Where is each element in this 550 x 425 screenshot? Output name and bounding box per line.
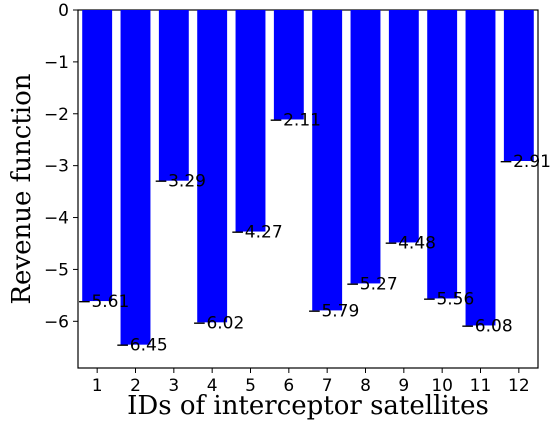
bar-12 [503,10,534,161]
data-label-6: −2.11 [269,110,321,130]
x-tick-label: 8 [360,376,371,396]
data-label-11: −6.08 [461,316,513,336]
x-tick-label: 7 [322,376,333,396]
x-tick-label: 5 [245,376,256,396]
bar-4 [197,10,228,323]
y-tick-label: −4 [44,209,69,229]
data-labels-group: −5.61 −6.45 −3.29 −6.02 −4.27 −2.11 −5.79 −5.27… [77,110,550,355]
x-tick-label: 12 [508,376,530,396]
y-tick-label: −1 [44,53,69,73]
bar-8 [350,10,381,284]
bar-3 [158,10,189,181]
data-label-7: −5.79 [307,301,359,321]
data-label-3: −3.29 [154,172,206,192]
x-tick-label: 1 [92,376,103,396]
bar-5 [235,10,266,232]
x-tick-label: 6 [283,376,294,396]
x-tick-label: 10 [431,376,453,396]
y-tick-label: −5 [44,260,69,280]
plot-area [77,9,539,369]
data-label-8: −5.27 [346,274,398,294]
bars-group [82,10,534,345]
y-axis-title: Revenue function [7,73,37,304]
bar-6 [273,10,304,120]
x-tick-label: 9 [398,376,409,396]
x-tick-label: 11 [470,376,492,396]
bar-2 [120,10,151,345]
data-label-9: −4.48 [384,233,436,253]
data-label-1: −5.61 [77,292,129,312]
bar-10 [427,10,458,299]
data-label-10: −5.56 [422,289,474,309]
y-tick-label: −3 [44,157,69,177]
y-axis: 0 −1 −2 −3 −4 −5 −6 [44,1,78,332]
x-tick-label: 2 [130,376,141,396]
bar-11 [465,10,496,326]
data-label-12: −2.91 [499,152,550,172]
data-label-4: −6.02 [192,313,244,333]
x-tick-label: 4 [207,376,218,396]
bar-9 [388,10,419,243]
x-axis-title: IDs of interceptor satellites [127,391,489,421]
data-label-5: −4.27 [231,223,283,243]
y-tick-label: −6 [44,312,69,332]
bar-7 [312,10,343,311]
bar-1 [82,10,113,302]
y-tick-label: −2 [44,105,69,125]
data-label-2: −6.45 [116,336,168,356]
x-tick-label: 3 [168,376,179,396]
x-axis: 1 2 3 4 5 6 7 8 9 10 11 12 [92,368,530,396]
y-tick-label: 0 [58,1,69,21]
